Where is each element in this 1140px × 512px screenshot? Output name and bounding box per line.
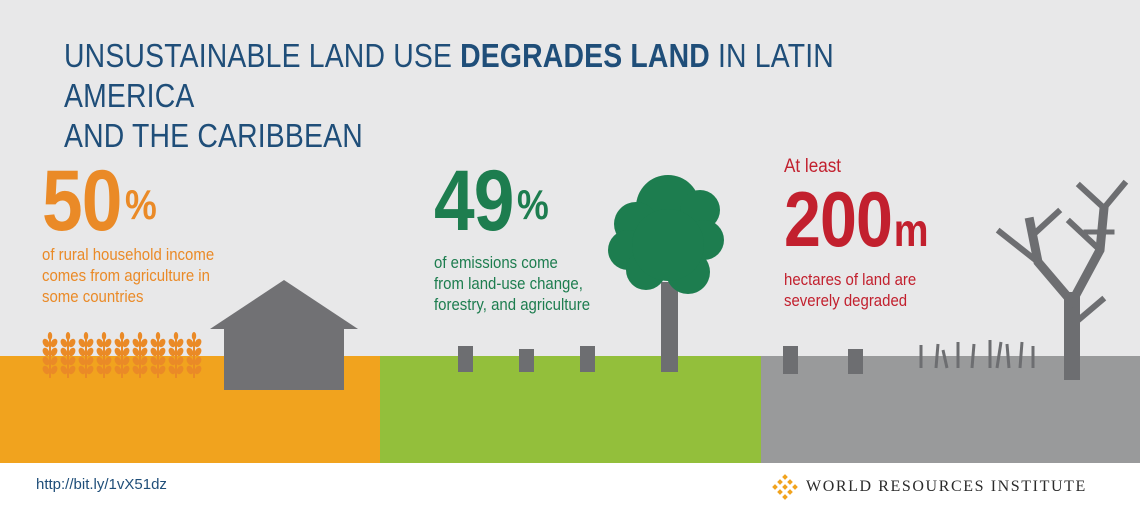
stat-prefix: At least — [784, 156, 842, 177]
wri-logo-icon — [772, 474, 798, 500]
brand-logo: WORLD RESOURCES INSTITUTE — [772, 474, 1087, 500]
brand-name: WORLD RESOURCES INSTITUTE — [806, 478, 1087, 495]
ground-green — [380, 356, 761, 463]
dead-tree-icon — [995, 179, 1129, 380]
caption-line: of rural household income — [42, 245, 215, 264]
page-title: UNSUSTAINABLE LAND USE DEGRADES LAND IN … — [64, 36, 958, 156]
caption-line: severely degraded — [784, 291, 908, 310]
house-icon — [210, 280, 358, 390]
caption-line: of emissions come — [434, 253, 558, 272]
stat-caption: of emissions come from land-use change, … — [434, 252, 590, 315]
stat-value: 49% — [434, 153, 549, 249]
caption-line: some countries — [42, 287, 144, 306]
stat-emissions: 49% of emissions come from land-use chan… — [434, 158, 611, 315]
stat-degraded-land: At least 200m hectares of land are sever… — [784, 156, 953, 311]
title-part2: IN LATIN AMERICA — [64, 37, 834, 114]
wheat-icon — [42, 332, 203, 378]
title-part1: UNSUSTAINABLE LAND USE — [64, 37, 461, 74]
stat-rural-income: 50% of rural household income comes from… — [42, 158, 262, 307]
title-line2: AND THE CARIBBEAN — [64, 117, 363, 154]
stump-icon — [458, 346, 595, 372]
stat-unit: % — [125, 181, 157, 228]
stat-value: 50% — [42, 153, 157, 249]
caption-line: comes from agriculture in — [42, 266, 210, 285]
caption-line: forestry, and agriculture — [434, 295, 591, 314]
stat-caption: of rural household income comes from agr… — [42, 244, 236, 307]
illustrations — [42, 175, 1129, 390]
caption-line: from land-use change, — [434, 274, 583, 293]
dead-grass-icon — [919, 340, 1035, 369]
stat-value: 200m — [784, 175, 929, 263]
stat-caption: hectares of land are severely degraded — [784, 269, 933, 311]
tree-icon — [608, 175, 724, 372]
stat-unit: m — [893, 204, 929, 256]
caption-line: hectares of land are — [784, 270, 917, 289]
title-bold: DEGRADES LAND — [460, 37, 710, 74]
footer — [0, 463, 1140, 512]
stump-icon — [783, 346, 863, 374]
stat-unit: % — [517, 181, 549, 228]
sky-background — [0, 0, 1140, 356]
source-link[interactable]: http://bit.ly/1vX51dz — [36, 476, 167, 493]
